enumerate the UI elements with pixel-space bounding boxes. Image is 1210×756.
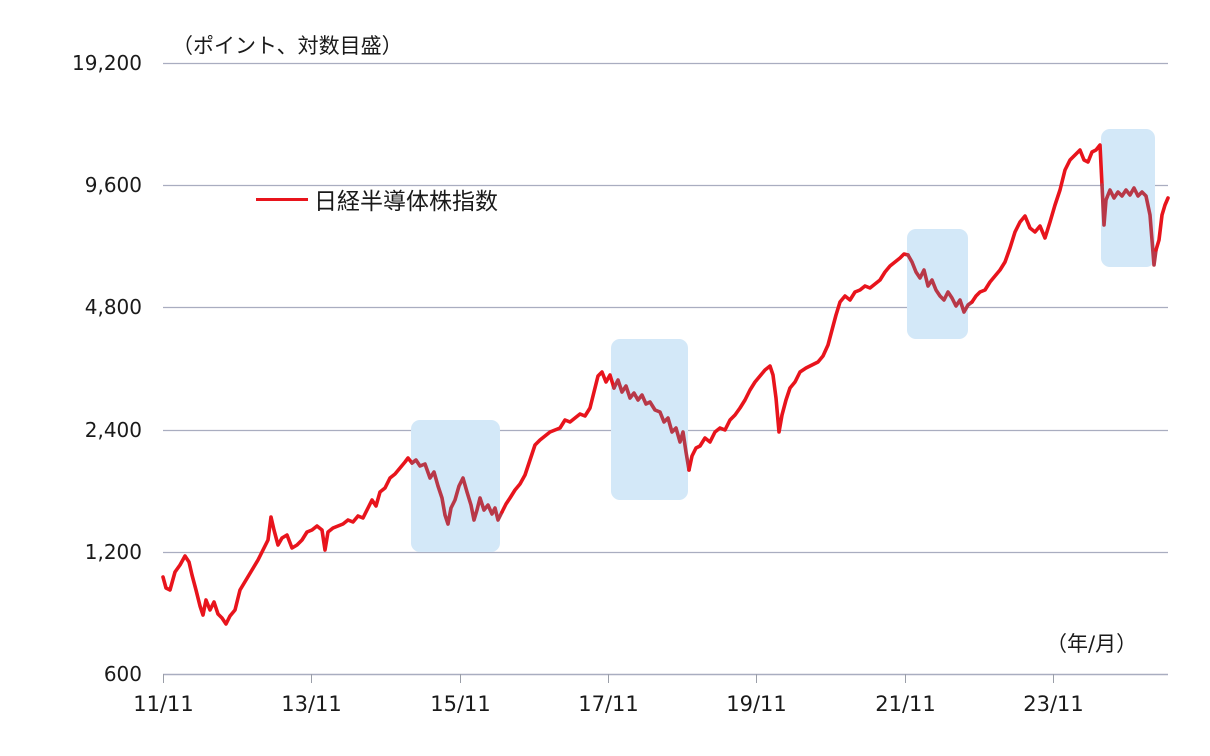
x-tick-label: 13/11 bbox=[281, 692, 342, 716]
x-tick-label: 11/11 bbox=[133, 692, 194, 716]
highlight-box bbox=[907, 229, 968, 339]
y-axis-unit-label: （ポイント、対数目盛） bbox=[172, 34, 403, 58]
x-axis-unit-label: （年/月） bbox=[1046, 632, 1138, 656]
y-tick-label: 9,600 bbox=[84, 172, 142, 197]
legend-label: 日経半導体株指数 bbox=[314, 189, 498, 215]
x-axis bbox=[163, 673, 1168, 683]
y-tick-label: 4,800 bbox=[84, 294, 142, 319]
y-tick-label: 1,200 bbox=[84, 539, 142, 564]
series-line-segment bbox=[970, 143, 1104, 304]
x-tick-label: 19/11 bbox=[726, 692, 787, 716]
series-line bbox=[161, 143, 1170, 626]
x-tick-label: 21/11 bbox=[875, 692, 936, 716]
x-tick-label: 17/11 bbox=[578, 692, 639, 716]
series-line-highlighted bbox=[1100, 183, 1158, 267]
gridlines bbox=[163, 62, 1168, 554]
series-line-segment bbox=[500, 370, 616, 514]
y-tick-label: 19,200 bbox=[72, 50, 142, 75]
legend-line-swatch bbox=[256, 197, 308, 201]
x-tick-label: 15/11 bbox=[430, 692, 491, 716]
series-line-highlighted bbox=[410, 458, 504, 526]
x-tick-label: 23/11 bbox=[1023, 692, 1084, 716]
highlight-box bbox=[411, 420, 500, 552]
y-tick-label: 600 bbox=[103, 661, 142, 686]
series-line-highlighted bbox=[612, 378, 691, 472]
series-line-segment bbox=[1154, 196, 1170, 252]
y-tick-label: 2,400 bbox=[84, 417, 142, 442]
highlight-regions bbox=[411, 129, 1155, 552]
legend: 日経半導体株指数 bbox=[256, 182, 498, 216]
highlight-box bbox=[1101, 129, 1155, 267]
highlight-box bbox=[611, 339, 688, 500]
series-line-highlighted bbox=[906, 253, 974, 314]
series-line-segment bbox=[687, 252, 910, 472]
series-line-segment bbox=[161, 456, 414, 626]
